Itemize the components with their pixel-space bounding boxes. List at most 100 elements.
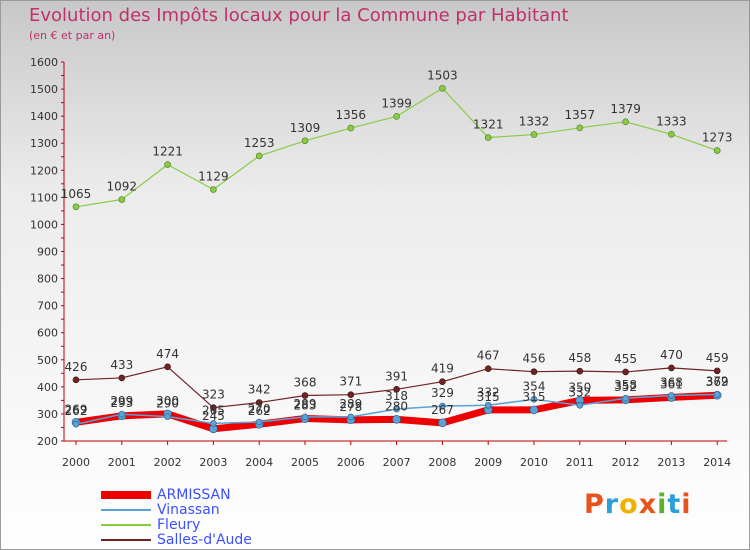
data-label: 426 (65, 360, 88, 374)
data-label: 1221 (152, 145, 183, 159)
data-point (118, 410, 126, 418)
data-point (392, 415, 401, 424)
data-point (347, 391, 355, 399)
data-label: 369 (706, 375, 729, 389)
legend-label: Fleury (157, 517, 201, 533)
y-tick-label: 1600 (30, 56, 58, 69)
data-point (72, 203, 80, 211)
y-tick-label: 500 (37, 354, 58, 367)
legend-label: ARMISSAN (157, 487, 231, 503)
data-label: 315 (523, 390, 546, 404)
data-point (72, 420, 80, 428)
x-tick-label: 2011 (566, 456, 594, 469)
data-label: 1065 (61, 187, 92, 201)
legend-swatch (101, 491, 151, 499)
data-point (439, 378, 446, 386)
legend-swatch (101, 539, 151, 541)
y-tick-label: 400 (37, 381, 58, 394)
logo-letter: i (657, 489, 668, 520)
data-label: 293 (110, 396, 133, 410)
legend-item-vinassan[interactable]: Vinassan (101, 502, 220, 518)
y-tick-label: 1500 (30, 83, 58, 96)
data-point (713, 147, 721, 154)
data-point (576, 401, 584, 409)
data-label: 1129 (198, 170, 229, 184)
data-label: 474 (156, 347, 179, 361)
x-tick-label: 2009 (474, 456, 502, 469)
y-tick-label: 1300 (30, 137, 58, 150)
logo-letter: r (604, 489, 620, 520)
data-label: 1357 (565, 108, 596, 122)
data-label: 329 (431, 386, 454, 400)
data-label: 467 (477, 349, 500, 363)
y-tick-label: 800 (37, 273, 58, 286)
data-point (529, 405, 539, 415)
legend-item-salles-d-aude[interactable]: Salles-d'Aude (101, 532, 252, 548)
chart-axes: 200 300 400 500 600 700 800 900 1000 1100 1200 1300… (30, 56, 731, 469)
data-label: 1253 (244, 136, 275, 150)
data-label: 458 (568, 351, 591, 365)
data-point (668, 392, 675, 399)
data-label: 419 (431, 362, 454, 376)
y-tick-label: 1200 (30, 164, 58, 177)
data-label: 300 (156, 394, 179, 408)
data-label: 361 (660, 377, 683, 391)
x-tick-label: 2001 (108, 456, 136, 469)
data-point (393, 113, 400, 120)
data-label: 283 (294, 399, 317, 413)
data-label: 470 (660, 348, 683, 362)
data-point (393, 385, 400, 393)
data-point (484, 134, 492, 141)
legend-item-armissan[interactable]: ARMISSAN (101, 487, 231, 503)
legend-label: Vinassan (157, 502, 220, 518)
data-point (484, 365, 492, 373)
data-point (255, 399, 263, 406)
data-point (713, 367, 721, 375)
data-label: 354 (523, 379, 546, 393)
data-point (301, 392, 309, 399)
data-point (439, 84, 446, 92)
data-label: 318 (385, 389, 408, 403)
data-point (301, 413, 309, 421)
legend-item-fleury[interactable]: Fleury (101, 517, 200, 533)
x-tick-label: 2004 (245, 456, 273, 469)
data-label: 262 (65, 404, 88, 418)
data-point (530, 131, 538, 138)
data-point (301, 137, 309, 145)
data-label: 269 (65, 402, 88, 416)
data-label: 350 (568, 380, 591, 394)
data-label: 456 (523, 352, 546, 366)
data-point (164, 363, 171, 371)
data-point (530, 396, 538, 403)
data-label: 299 (110, 394, 133, 408)
data-point (576, 367, 584, 375)
data-label: 289 (294, 397, 317, 411)
data-label: 433 (110, 358, 133, 372)
data-point (576, 124, 584, 132)
legend-swatch (101, 509, 151, 511)
data-point (72, 376, 80, 384)
data-point (255, 418, 263, 426)
y-tick-label: 1100 (30, 191, 58, 204)
data-label: 1399 (381, 96, 412, 110)
data-label: 372 (706, 374, 729, 388)
legend-swatch (101, 524, 151, 526)
chart-title: Evolution des Impôts locaux pour la Comm… (29, 5, 569, 26)
data-label: 315 (477, 390, 500, 404)
x-tick-label: 2010 (520, 456, 548, 469)
data-label: 270 (248, 402, 271, 416)
data-point (118, 374, 126, 382)
proxiti-logo: Proxiti (584, 489, 692, 520)
data-label: 265 (202, 403, 225, 417)
x-tick-label: 2000 (62, 456, 90, 469)
data-point (668, 364, 675, 372)
x-tick-label: 2003 (199, 456, 227, 469)
data-label: 267 (431, 403, 454, 417)
data-label: 342 (248, 383, 271, 397)
y-tick-label: 900 (37, 246, 58, 259)
x-tick-label: 2013 (657, 456, 685, 469)
x-tick-label: 2012 (612, 456, 640, 469)
logo-letter: t (667, 489, 682, 520)
data-label: 289 (339, 397, 362, 411)
